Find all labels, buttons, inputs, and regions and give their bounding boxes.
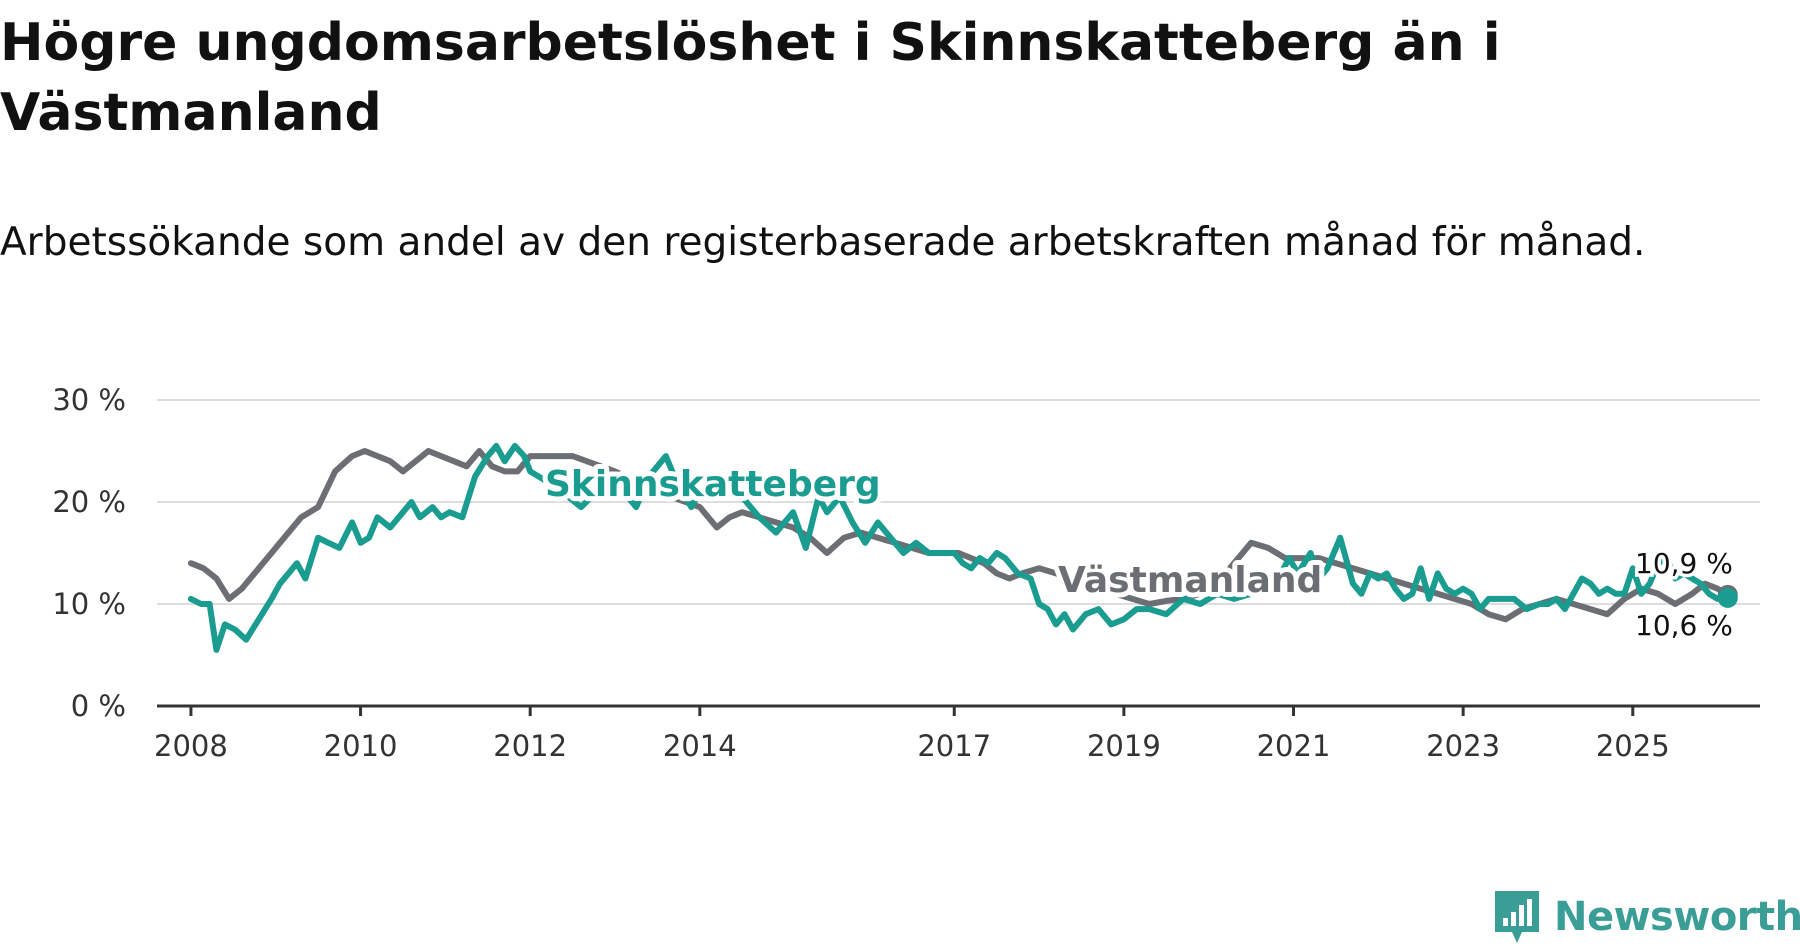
chart-subtitle: Arbetssökande som andel av den registerb… xyxy=(0,220,1646,265)
chart-title: Högre ungdomsarbetslöshet i Skinnskatteb… xyxy=(0,13,1501,143)
series-lines xyxy=(187,442,1731,653)
gridlines xyxy=(157,399,1760,605)
x-tick-label: 2025 xyxy=(1596,729,1670,763)
series-label-skinnskatteberg: Skinnskatteberg xyxy=(545,464,881,505)
x-tick-label: 2012 xyxy=(493,729,567,763)
end-label-vastmanland: 10,9 % xyxy=(1635,547,1733,580)
end-point-skinnskatteberg xyxy=(1717,587,1738,608)
end-points xyxy=(1717,584,1738,608)
end-label-skinnskatteberg: 10,6 % xyxy=(1635,609,1733,642)
x-tick-label: 2021 xyxy=(1257,729,1331,763)
series-labels: Skinnskatteberg Västmanland 10,9 % 10,6 … xyxy=(540,459,1736,646)
x-tick-label: 2017 xyxy=(917,729,991,763)
series-line-västmanland xyxy=(187,448,1731,623)
y-tick-label: 20 % xyxy=(52,485,126,519)
y-tick-label: 0 % xyxy=(71,689,126,723)
x-tick-label: 2019 xyxy=(1087,729,1161,763)
x-tick-label: 2023 xyxy=(1426,729,1500,763)
x-tick-label: 2008 xyxy=(154,729,228,763)
newsworthy-logo-text: Newsworthy xyxy=(1554,894,1800,940)
newsworthy-logo-icon xyxy=(1495,891,1539,943)
newsworthy-logo: Newsworthy xyxy=(1492,888,1800,946)
y-axis-tick-labels: 0 % 10 % 20 % 30 % xyxy=(52,383,126,723)
x-axis-ticks: 2008 2010 2012 2014 2017 2019 2021 2023 2025 xyxy=(154,706,1670,763)
series-line-skinnskatteberg xyxy=(187,442,1731,653)
y-tick-label: 30 % xyxy=(52,383,126,417)
x-tick-label: 2010 xyxy=(324,729,398,763)
y-tick-label: 10 % xyxy=(52,587,126,621)
x-tick-label: 2014 xyxy=(663,729,737,763)
series-label-vastmanland: Västmanland xyxy=(1058,560,1322,601)
